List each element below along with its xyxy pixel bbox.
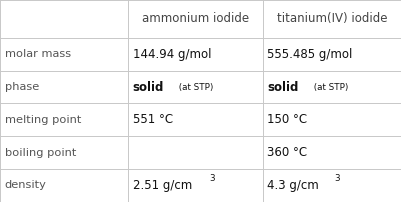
- Text: 555.485 g/mol: 555.485 g/mol: [267, 48, 352, 61]
- Text: titanium(IV) iodide: titanium(IV) iodide: [276, 13, 387, 25]
- Text: 3: 3: [209, 174, 214, 183]
- Text: (at STP): (at STP): [310, 83, 348, 92]
- Text: 144.94 g/mol: 144.94 g/mol: [132, 48, 211, 61]
- Text: molar mass: molar mass: [5, 49, 71, 59]
- Text: 4.3 g/cm: 4.3 g/cm: [267, 179, 318, 192]
- Text: 150 °C: 150 °C: [267, 113, 307, 126]
- Text: solid: solid: [132, 81, 164, 94]
- Text: 2.51 g/cm: 2.51 g/cm: [132, 179, 191, 192]
- Text: 551 °C: 551 °C: [132, 113, 172, 126]
- Text: ammonium iodide: ammonium iodide: [141, 13, 248, 25]
- Text: solid: solid: [267, 81, 298, 94]
- Text: boiling point: boiling point: [5, 147, 76, 158]
- Text: 3: 3: [333, 174, 339, 183]
- Text: phase: phase: [5, 82, 39, 92]
- Text: (at STP): (at STP): [176, 83, 213, 92]
- Text: melting point: melting point: [5, 115, 81, 125]
- Text: 360 °C: 360 °C: [267, 146, 307, 159]
- Text: density: density: [5, 180, 47, 190]
